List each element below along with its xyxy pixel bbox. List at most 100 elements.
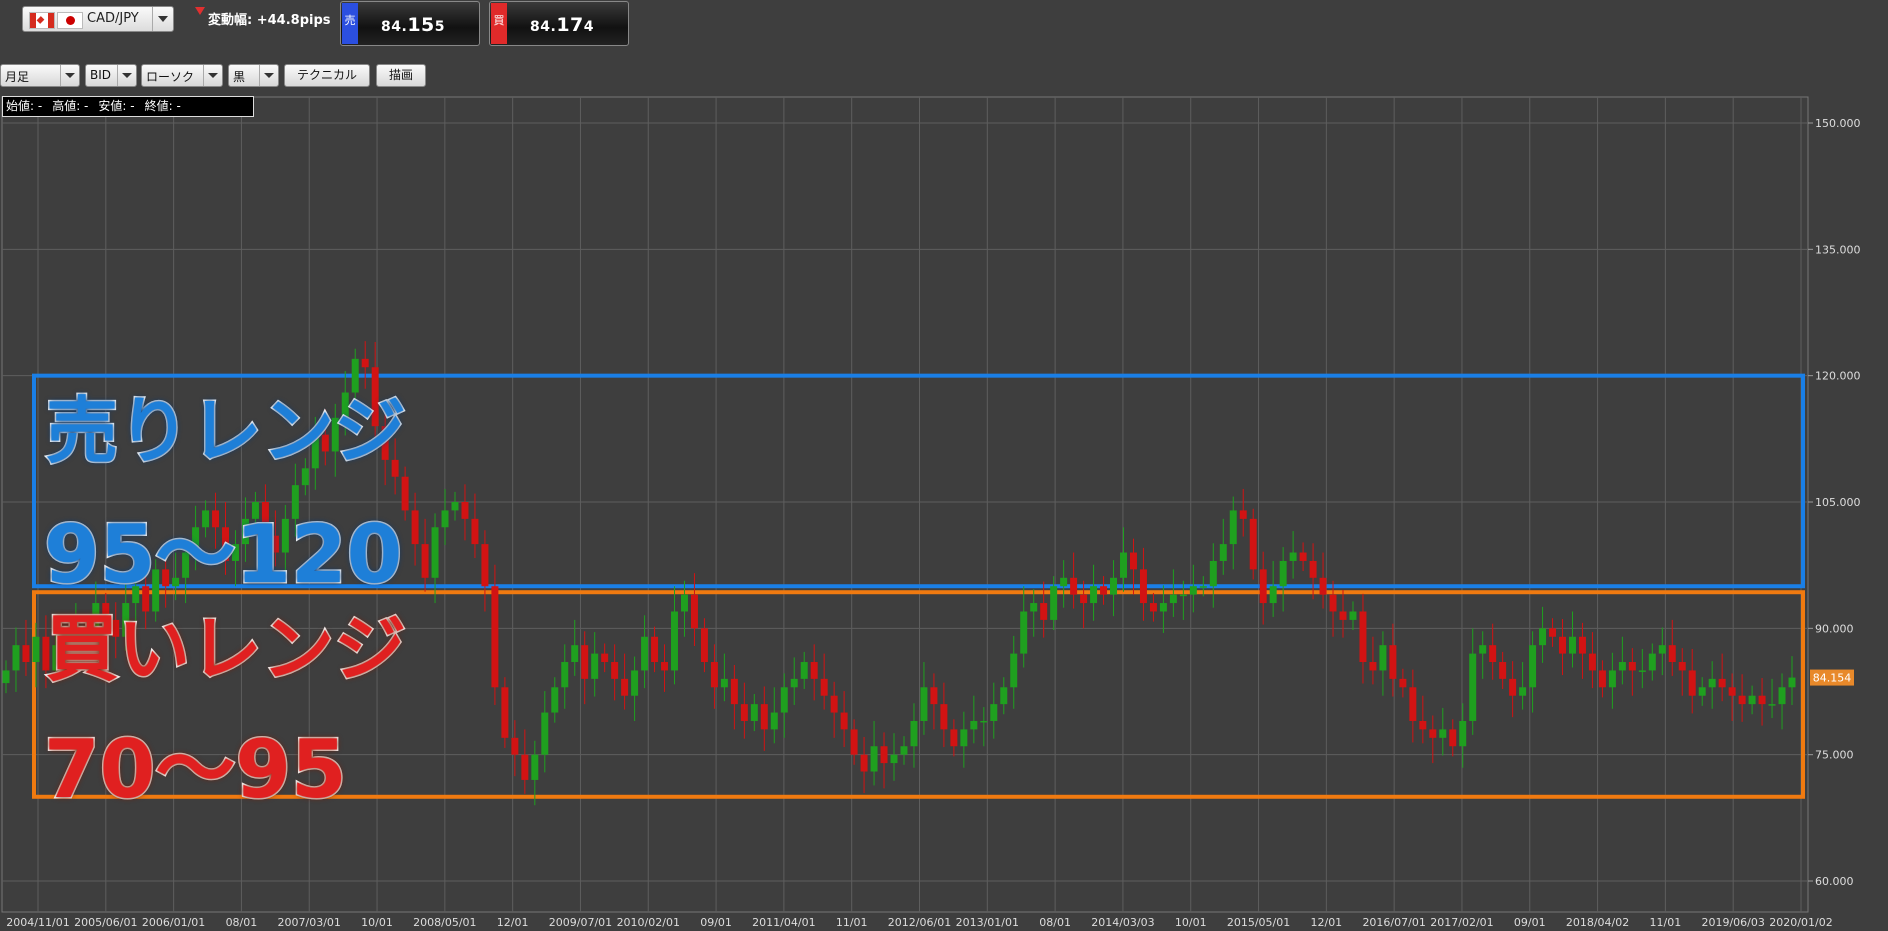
- color-label: 黒: [233, 70, 246, 84]
- candle-body: [521, 754, 529, 780]
- candle-body: [730, 678, 738, 705]
- candle-body: [780, 687, 788, 713]
- candle-body: [641, 636, 649, 671]
- chevron-down-icon[interactable]: [117, 65, 136, 86]
- candle-body: [990, 704, 998, 721]
- candle-body: [1229, 510, 1237, 545]
- candle-body: [1768, 704, 1776, 706]
- candle-body: [1469, 653, 1477, 721]
- candle-body: [92, 603, 100, 646]
- candle-body: [1628, 662, 1636, 671]
- candle-body: [1758, 695, 1766, 705]
- candle-body: [381, 426, 389, 460]
- x-tick-label: 2012/06/01: [888, 916, 951, 929]
- candle-body: [62, 645, 70, 654]
- chart-style-select[interactable]: ローソク: [141, 64, 223, 87]
- candle-body: [1110, 577, 1118, 595]
- candle-body: [930, 687, 938, 705]
- buy-quote-button[interactable]: 買 84.174: [489, 1, 629, 46]
- chevron-down-icon[interactable]: [152, 7, 173, 31]
- candle-body: [481, 544, 489, 587]
- candle-body: [1708, 678, 1716, 688]
- candle-body: [1299, 552, 1307, 561]
- candle-body: [591, 653, 599, 679]
- candle-body: [1608, 670, 1616, 688]
- y-tick-label: 60.000: [1815, 875, 1854, 888]
- candle-body: [950, 729, 958, 747]
- x-tick-label: 12/01: [1310, 916, 1342, 929]
- chevron-down-icon[interactable]: [203, 65, 222, 86]
- candle-body: [12, 645, 20, 671]
- candle-body: [1050, 586, 1058, 620]
- candle-body: [1688, 670, 1696, 696]
- candle-body: [1549, 628, 1557, 637]
- candle-body: [2, 670, 10, 684]
- candle-body: [1329, 594, 1337, 612]
- sell-range-title: 売りレンジ: [44, 388, 407, 475]
- candle-body: [1010, 653, 1018, 688]
- buy-range-value: 70～95: [43, 722, 349, 818]
- candle-body: [890, 754, 898, 764]
- candle-body: [1279, 560, 1287, 587]
- candle-body: [1439, 729, 1447, 738]
- candle-body: [1239, 510, 1247, 519]
- y-tick-label: 75.000: [1815, 749, 1854, 762]
- technical-button[interactable]: テクニカル: [284, 64, 370, 87]
- candle-body: [1788, 677, 1796, 688]
- candle-body: [182, 552, 190, 578]
- candle-body: [1030, 603, 1038, 612]
- x-tick-label: 11/01: [836, 916, 868, 929]
- current-price-tag: [1810, 669, 1854, 686]
- current-price-label: 84.154: [1813, 672, 1852, 685]
- candle-body: [1429, 729, 1437, 738]
- candle-body: [202, 510, 210, 528]
- candle-body: [142, 586, 150, 612]
- candle-body: [1000, 687, 1008, 705]
- candle-body: [581, 645, 589, 679]
- candle-body: [241, 518, 249, 545]
- candle-body: [1588, 653, 1596, 671]
- chevron-down-icon[interactable]: [259, 65, 278, 86]
- candle-body: [870, 746, 878, 772]
- x-tick-label: 2008/05/01: [413, 916, 476, 929]
- candle-body: [72, 628, 80, 654]
- candle-body: [910, 720, 918, 747]
- candle-body: [710, 662, 718, 688]
- candle-body: [800, 662, 808, 679]
- candle-body: [1718, 678, 1726, 688]
- price-chart[interactable]: 150.000 135.000 120.000 105.000 90.000 75.000…: [0, 92, 1888, 931]
- candle-body: [1080, 594, 1088, 604]
- candle-body: [1419, 720, 1427, 730]
- color-select[interactable]: 黒: [228, 64, 279, 87]
- currency-pair-selector[interactable]: CAD/JPY: [22, 6, 174, 32]
- sell-range-value: 95～120: [42, 507, 403, 603]
- candle-body: [301, 468, 309, 486]
- candle-body: [461, 502, 469, 519]
- candle-body: [830, 695, 838, 713]
- x-tick-label: 2007/03/01: [278, 916, 341, 929]
- x-tick-label: 2017/02/01: [1430, 916, 1493, 929]
- candle-body: [970, 720, 978, 730]
- candle-body: [1020, 611, 1028, 654]
- draw-button[interactable]: 描画: [376, 64, 426, 87]
- side-select[interactable]: BID: [85, 64, 137, 87]
- canada-flag-icon: [29, 12, 55, 29]
- x-tick-label: 10/01: [1175, 916, 1207, 929]
- candle-body: [311, 434, 319, 469]
- candle-body: [1479, 645, 1487, 654]
- chevron-down-icon[interactable]: [60, 65, 79, 86]
- x-tick-label: 2005/06/01: [74, 916, 137, 929]
- candle-body: [132, 586, 140, 604]
- candle-body: [680, 594, 688, 612]
- candle-body: [82, 628, 90, 646]
- candle-body: [192, 527, 200, 553]
- candle-body: [1409, 687, 1417, 721]
- period-select[interactable]: 月足: [0, 64, 80, 87]
- sell-quote-button[interactable]: 売 84.155: [340, 1, 480, 46]
- candle-body: [172, 577, 180, 587]
- plot-area: [1, 96, 1809, 913]
- candle-body: [1489, 645, 1497, 663]
- x-tick-label: 2014/03/03: [1091, 916, 1154, 929]
- buy-price-prefix: 84.: [530, 19, 557, 35]
- candle-body: [1070, 577, 1078, 595]
